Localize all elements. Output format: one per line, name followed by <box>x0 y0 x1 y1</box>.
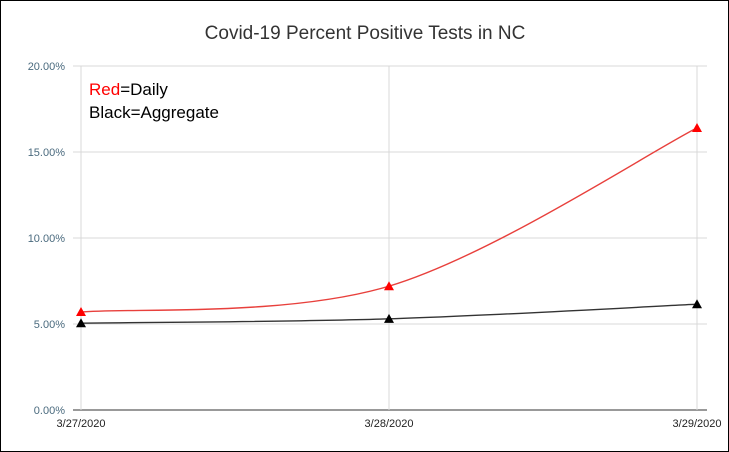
data-point-marker-2 <box>692 299 702 309</box>
annotation-aggregate-color-word: Black <box>89 103 131 122</box>
y-axis-tick-labels: 0.00% 5.00% 10.00% 15.00% 20.00% <box>28 61 66 417</box>
x-tick-label: 3/28/2020 <box>365 418 414 430</box>
chart-title: Covid-19 Percent Positive Tests in NC <box>205 23 526 44</box>
y-tick-label: 0.00% <box>34 405 65 417</box>
x-tick-label: 3/27/2020 <box>57 418 106 430</box>
x-tick-label: 3/29/2020 <box>673 418 722 430</box>
y-tick-label: 10.00% <box>28 233 66 245</box>
series-markers <box>76 122 702 328</box>
gridlines <box>73 65 707 411</box>
y-tick-label: 15.00% <box>28 147 66 159</box>
data-point-marker-1 <box>692 122 702 132</box>
annotation-daily-rest: =Daily <box>120 80 168 99</box>
annotation-aggregate: Black=Aggregate <box>89 103 219 122</box>
data-point-marker-1 <box>384 281 394 291</box>
annotation-daily-color-word: Red <box>89 80 120 99</box>
y-tick-label: 20.00% <box>28 61 66 73</box>
annotation-daily: Red=Daily <box>89 80 168 99</box>
data-point-marker-2 <box>384 313 394 323</box>
data-point-marker-2 <box>76 318 86 328</box>
annotation-aggregate-rest: =Aggregate <box>131 103 219 122</box>
data-point-marker-1 <box>76 307 86 317</box>
y-tick-label: 5.00% <box>34 319 65 331</box>
x-axis-tick-labels: 3/27/2020 3/28/2020 3/29/2020 <box>57 418 722 430</box>
